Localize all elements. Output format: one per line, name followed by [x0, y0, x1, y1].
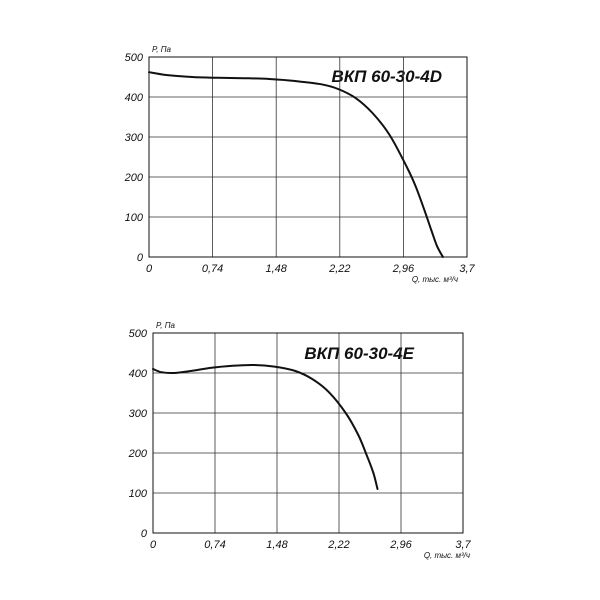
- x-tick-label: 0,74: [202, 263, 223, 275]
- chart-title: ВКП 60-30-4E: [304, 344, 414, 363]
- chart-title: ВКП 60-30-4D: [331, 67, 442, 86]
- y-tick-label: 100: [125, 212, 144, 224]
- x-tick-label: 2,96: [392, 263, 415, 275]
- plot-frame: [152, 332, 464, 534]
- y-axis-label: P, Па: [156, 321, 176, 330]
- y-tick-label: 200: [128, 448, 148, 460]
- x-tick-label: 2,22: [327, 539, 349, 551]
- x-tick-label: 3,7: [459, 263, 475, 275]
- x-tick-label: 2,96: [389, 539, 412, 551]
- y-tick-label: 400: [129, 368, 148, 380]
- y-tick-label: 100: [129, 488, 148, 500]
- series-line: [148, 71, 444, 258]
- y-tick-label: 500: [129, 328, 148, 340]
- plot-frame: [148, 56, 468, 258]
- x-axis-label: Q, тыс. м³/ч: [424, 551, 470, 560]
- x-tick-label: 1,48: [266, 539, 288, 551]
- x-axis-label: Q, тыс. м³/ч: [412, 275, 458, 284]
- y-tick-label: 300: [125, 132, 144, 144]
- chart-vkp-4e: ВКП 60-30-4E P, Па Q, тыс. м³/ч 0 0,74 1,4…: [128, 321, 472, 560]
- y-tick-label: 0: [137, 252, 144, 264]
- x-tick-label: 0,74: [204, 539, 225, 551]
- chart-vkp-4d: ВКП 60-30-4D P, Па Q, тыс. м³/ч 0 0,74 1,4…: [124, 45, 476, 284]
- series-line: [152, 363, 379, 490]
- y-tick-label: 200: [124, 172, 144, 184]
- y-axis-label: P, Па: [152, 45, 172, 54]
- x-tick-label: 0: [150, 539, 157, 551]
- y-tick-label: 500: [125, 52, 144, 64]
- y-tick-label: 400: [125, 92, 144, 104]
- x-tick-label: 0: [146, 263, 153, 275]
- x-tick-label: 1,48: [265, 263, 287, 275]
- x-tick-label: 2,22: [328, 263, 350, 275]
- y-tick-label: 0: [141, 528, 148, 540]
- x-tick-label: 3,7: [455, 539, 471, 551]
- y-tick-label: 300: [129, 408, 148, 420]
